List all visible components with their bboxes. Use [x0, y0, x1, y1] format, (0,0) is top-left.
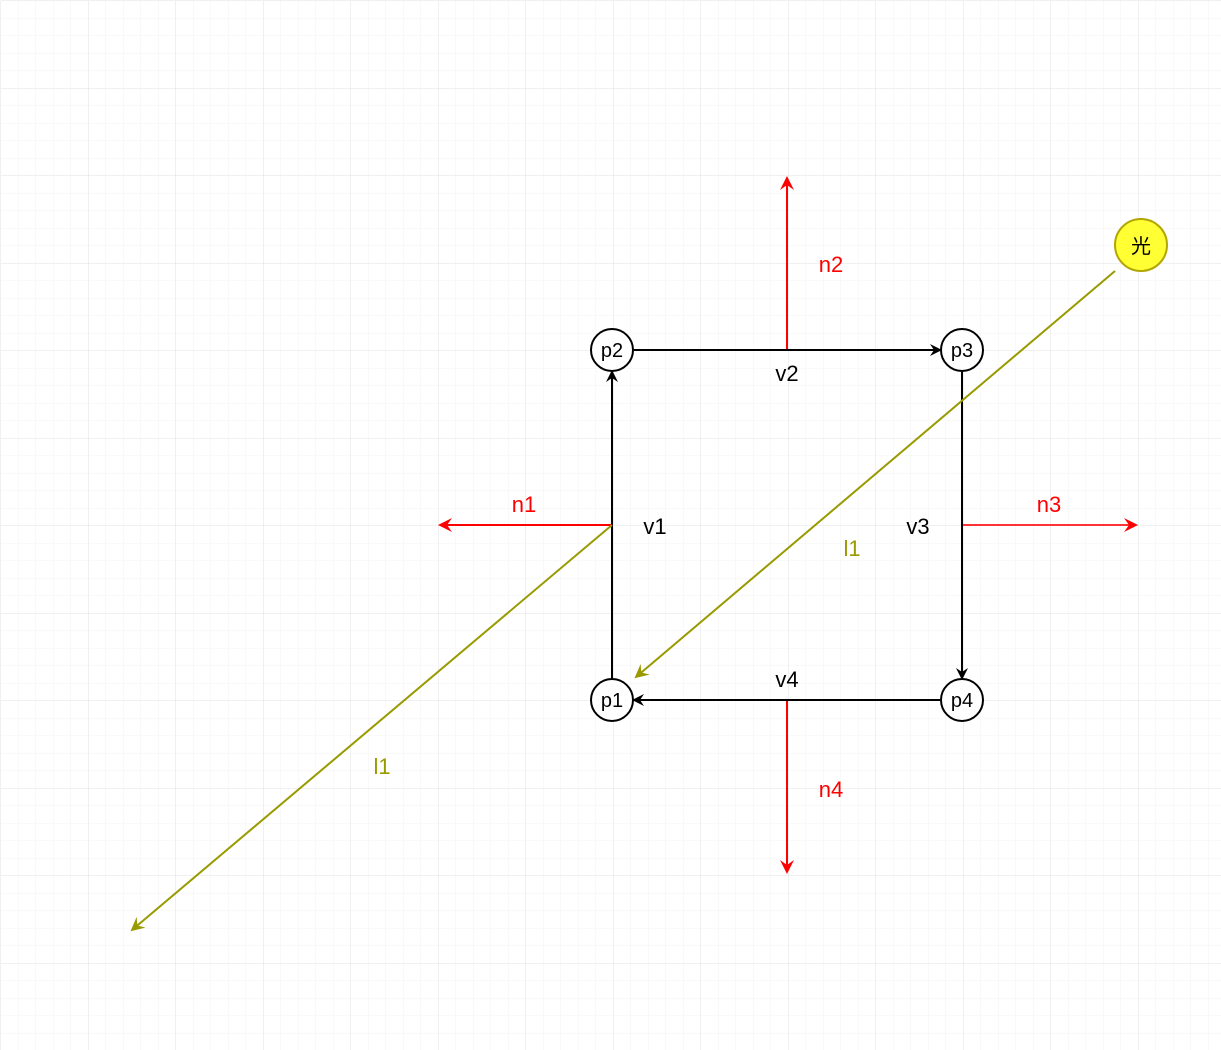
point-p2-label: p2: [601, 340, 623, 362]
normal-n3-label: n3: [1037, 492, 1061, 517]
normal-n4-label: n4: [819, 777, 843, 802]
edge-v3-label: v3: [906, 514, 929, 539]
point-p3-label: p3: [951, 340, 973, 362]
point-p4-label: p4: [951, 690, 973, 712]
point-p1-label: p1: [601, 690, 623, 712]
light-ray-inner-label: l1: [843, 536, 860, 561]
point-p2: p2: [590, 328, 634, 372]
light-source: 光: [1114, 218, 1168, 272]
point-p4: p4: [940, 678, 984, 722]
edge-v4-label: v4: [775, 667, 798, 692]
light-ray-outer-label: l1: [373, 754, 390, 779]
edge-v2-label: v2: [775, 361, 798, 386]
light-source-label: 光: [1131, 235, 1151, 258]
edge-v1-label: v1: [643, 514, 666, 539]
normal-n2-label: n2: [819, 252, 843, 277]
normal-n1-label: n1: [512, 492, 536, 517]
point-p3: p3: [940, 328, 984, 372]
point-p1: p1: [590, 678, 634, 722]
light-ray-outer: [130, 524, 613, 932]
light-ray-inner: [634, 270, 1116, 679]
